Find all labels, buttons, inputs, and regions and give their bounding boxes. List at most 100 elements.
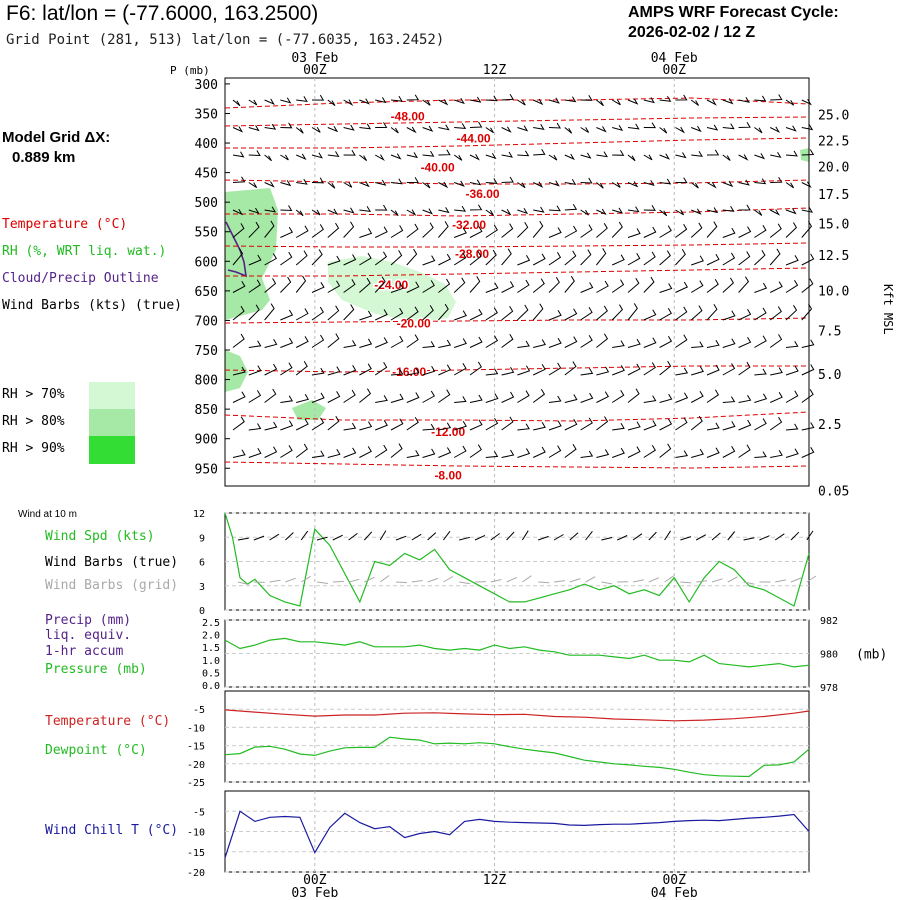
pressure-tick-label: 400 (195, 137, 218, 152)
wind-barb (248, 150, 261, 157)
wind-barb (438, 253, 452, 266)
wind-barb-10m (411, 533, 422, 541)
wind-barb (564, 275, 575, 293)
wind-barb (706, 124, 719, 131)
wind-barb (596, 222, 608, 238)
rh-shading-area (328, 256, 456, 322)
wind-barb (501, 248, 512, 266)
wind-barb (675, 152, 687, 159)
wind-barb (533, 339, 546, 348)
wind-barb (517, 448, 531, 458)
wind-barb (548, 277, 560, 293)
wind-barb (343, 124, 355, 131)
wind-barb (596, 182, 604, 189)
wind-barb (706, 278, 719, 293)
wind-barb (343, 99, 354, 106)
wind-barb (769, 209, 781, 216)
wind-barb (691, 151, 703, 157)
wind-barb (754, 282, 768, 293)
wind-barb (501, 333, 514, 348)
wind-barb (769, 416, 783, 431)
wind-barb (659, 250, 671, 266)
wind-barb (438, 389, 451, 403)
y-tick-label: -10 (187, 723, 205, 734)
wind-barb (390, 127, 399, 134)
bottom-time-label: 00Z (303, 873, 327, 888)
wind-barb (406, 152, 419, 159)
wind-barb (232, 208, 244, 216)
wind-barb (564, 361, 577, 376)
wind-barb (801, 278, 814, 293)
wind-barb (785, 150, 798, 157)
wind-barb (469, 336, 483, 348)
precip-sub-label-2: 1-hr accum (45, 644, 124, 659)
wind-barb (485, 393, 499, 403)
wind-barb (453, 445, 467, 458)
rh-swatch-70 (89, 382, 135, 409)
wind-barb (675, 177, 688, 184)
wind-barb (532, 388, 546, 403)
wind-barb (548, 445, 562, 458)
series-line (224, 736, 810, 778)
wind-barb (485, 209, 494, 216)
wind-barb-10m (474, 534, 486, 541)
wind-barb-10m (569, 532, 579, 541)
wind-barb (801, 98, 812, 106)
wind-barb (295, 127, 304, 134)
wind-barb (706, 99, 717, 106)
wind-barb (501, 126, 512, 133)
rh-level-80: RH > 80% (2, 414, 65, 429)
wind-barb (785, 208, 797, 215)
pressure-tick-label: 450 (195, 167, 218, 182)
wind-barb-grid-10m (332, 580, 344, 583)
wind-barb (659, 283, 673, 293)
wind-barb (659, 178, 672, 185)
wind-barb-10m (459, 536, 471, 541)
wind-barb (406, 392, 420, 403)
y-tick-label: 3 (199, 582, 205, 593)
wind-barb (311, 177, 325, 184)
wind-barb (327, 182, 336, 189)
wind-barb (690, 415, 703, 431)
wind-barb (754, 209, 763, 216)
wind-barb (280, 226, 294, 238)
wind-barb (453, 363, 467, 376)
wind-barb (659, 418, 673, 431)
wind-barb (659, 225, 672, 238)
wind-barb (454, 123, 467, 129)
wind-barb (296, 178, 308, 185)
wind-barb (754, 178, 767, 185)
wind-barb (659, 360, 672, 376)
wind-barb (706, 447, 720, 458)
wind-barb (627, 363, 641, 376)
wind-barb (643, 444, 656, 458)
wind-barb-grid-10m (316, 581, 328, 584)
wind-barb-10m (443, 530, 451, 541)
wind-barb (438, 447, 452, 458)
wind-barb (438, 124, 450, 131)
wind-barb (264, 98, 275, 105)
wind-barb (596, 280, 609, 293)
wind-barb (390, 209, 399, 216)
wind-barb (738, 361, 751, 376)
y-tick-label: 12 (193, 509, 205, 520)
height-tick-label: 12.5 (818, 249, 849, 264)
wind-barb (374, 362, 388, 376)
wind-barb-10m (759, 535, 770, 541)
height-axis-title: Kft MSL (881, 284, 895, 335)
wind-barb (232, 449, 246, 458)
wind-barb (264, 220, 275, 238)
height-tick-label: 22.5 (818, 135, 849, 150)
wind-barb (469, 251, 482, 266)
wind-barb (296, 153, 307, 160)
wind-barb (801, 149, 815, 156)
wind-barb-10m (601, 537, 613, 541)
wind-barb-grid-10m (490, 579, 502, 583)
wind-barb (327, 305, 340, 321)
wind-barb (722, 227, 736, 238)
wind-barb (485, 368, 499, 376)
wind-barb (722, 252, 736, 266)
wind-barb (469, 226, 483, 238)
rh-swatch-80 (89, 409, 135, 436)
wind-barb-grid-10m (348, 578, 360, 583)
